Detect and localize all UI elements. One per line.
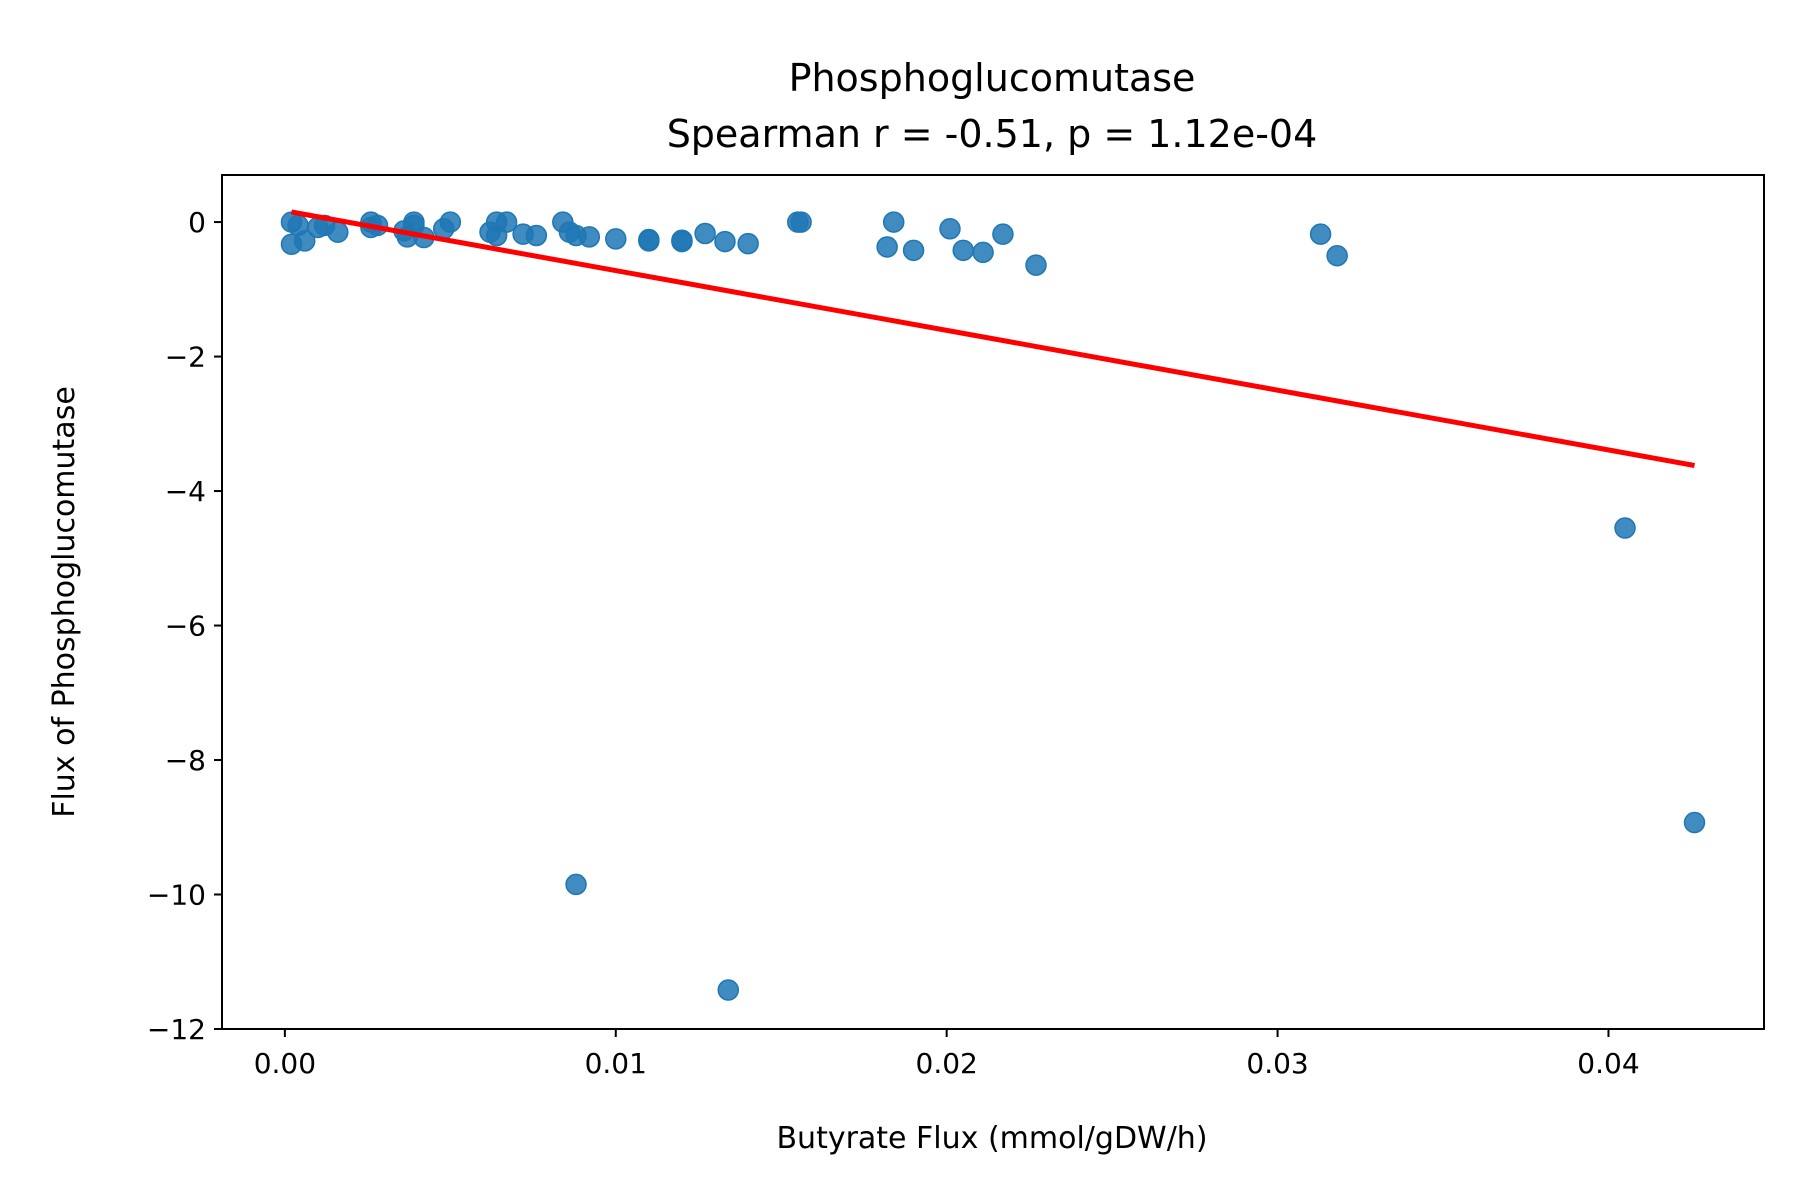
data-point xyxy=(671,230,693,253)
data-point xyxy=(565,873,587,896)
data-point xyxy=(1683,811,1706,834)
y-tick-label: −10 xyxy=(147,879,206,912)
y-tick-label: −6 xyxy=(165,610,206,643)
chart-subtitle: Spearman r = -0.51, p = 1.12e-04 xyxy=(667,112,1318,156)
data-point xyxy=(293,230,316,252)
y-axis-label: Flux of Phosphoglucomutase xyxy=(47,386,82,818)
y-tick-label: −2 xyxy=(165,341,206,374)
plot-area xyxy=(280,209,1706,1001)
data-point xyxy=(876,236,898,258)
data-point xyxy=(525,224,548,247)
data-point xyxy=(439,211,462,233)
x-axis: 0.00 0.01 0.02 0.03 0.04 xyxy=(254,1029,1640,1080)
y-tick-label: −8 xyxy=(165,744,206,777)
y-axis: 0 −2 −4 −6 −8 −10 −12 xyxy=(147,206,222,1046)
data-point xyxy=(578,226,601,248)
data-point xyxy=(717,979,740,1001)
data-point xyxy=(939,218,961,240)
data-point xyxy=(638,230,660,252)
data-point xyxy=(972,241,994,264)
y-tick-label: −4 xyxy=(165,475,206,508)
y-tick-label: 0 xyxy=(188,206,206,239)
data-point xyxy=(495,211,518,233)
data-point xyxy=(1309,223,1332,245)
plot-frame xyxy=(221,174,1765,1030)
y-tick-label: −12 xyxy=(147,1013,206,1046)
data-point xyxy=(694,222,716,245)
chart-title: Phosphoglucomutase xyxy=(789,56,1196,100)
x-axis-label: Butyrate Flux (mmol/gDW/h) xyxy=(776,1121,1207,1156)
x-tick-label: 0.01 xyxy=(585,1047,647,1080)
data-point xyxy=(992,223,1014,245)
regression-line xyxy=(291,209,1695,468)
data-point xyxy=(714,230,736,253)
data-point xyxy=(605,228,627,250)
data-point xyxy=(1025,254,1047,276)
data-point xyxy=(790,211,812,233)
data-point xyxy=(882,211,905,233)
x-tick-label: 0.03 xyxy=(1246,1047,1308,1080)
data-point xyxy=(952,239,974,262)
data-point xyxy=(327,221,349,243)
x-tick-label: 0.00 xyxy=(254,1047,316,1080)
data-point xyxy=(902,239,925,262)
x-tick-label: 0.04 xyxy=(1577,1047,1639,1080)
data-point xyxy=(1326,244,1348,267)
data-point xyxy=(1614,517,1636,539)
data-point xyxy=(737,232,759,255)
x-tick-label: 0.02 xyxy=(916,1047,978,1080)
